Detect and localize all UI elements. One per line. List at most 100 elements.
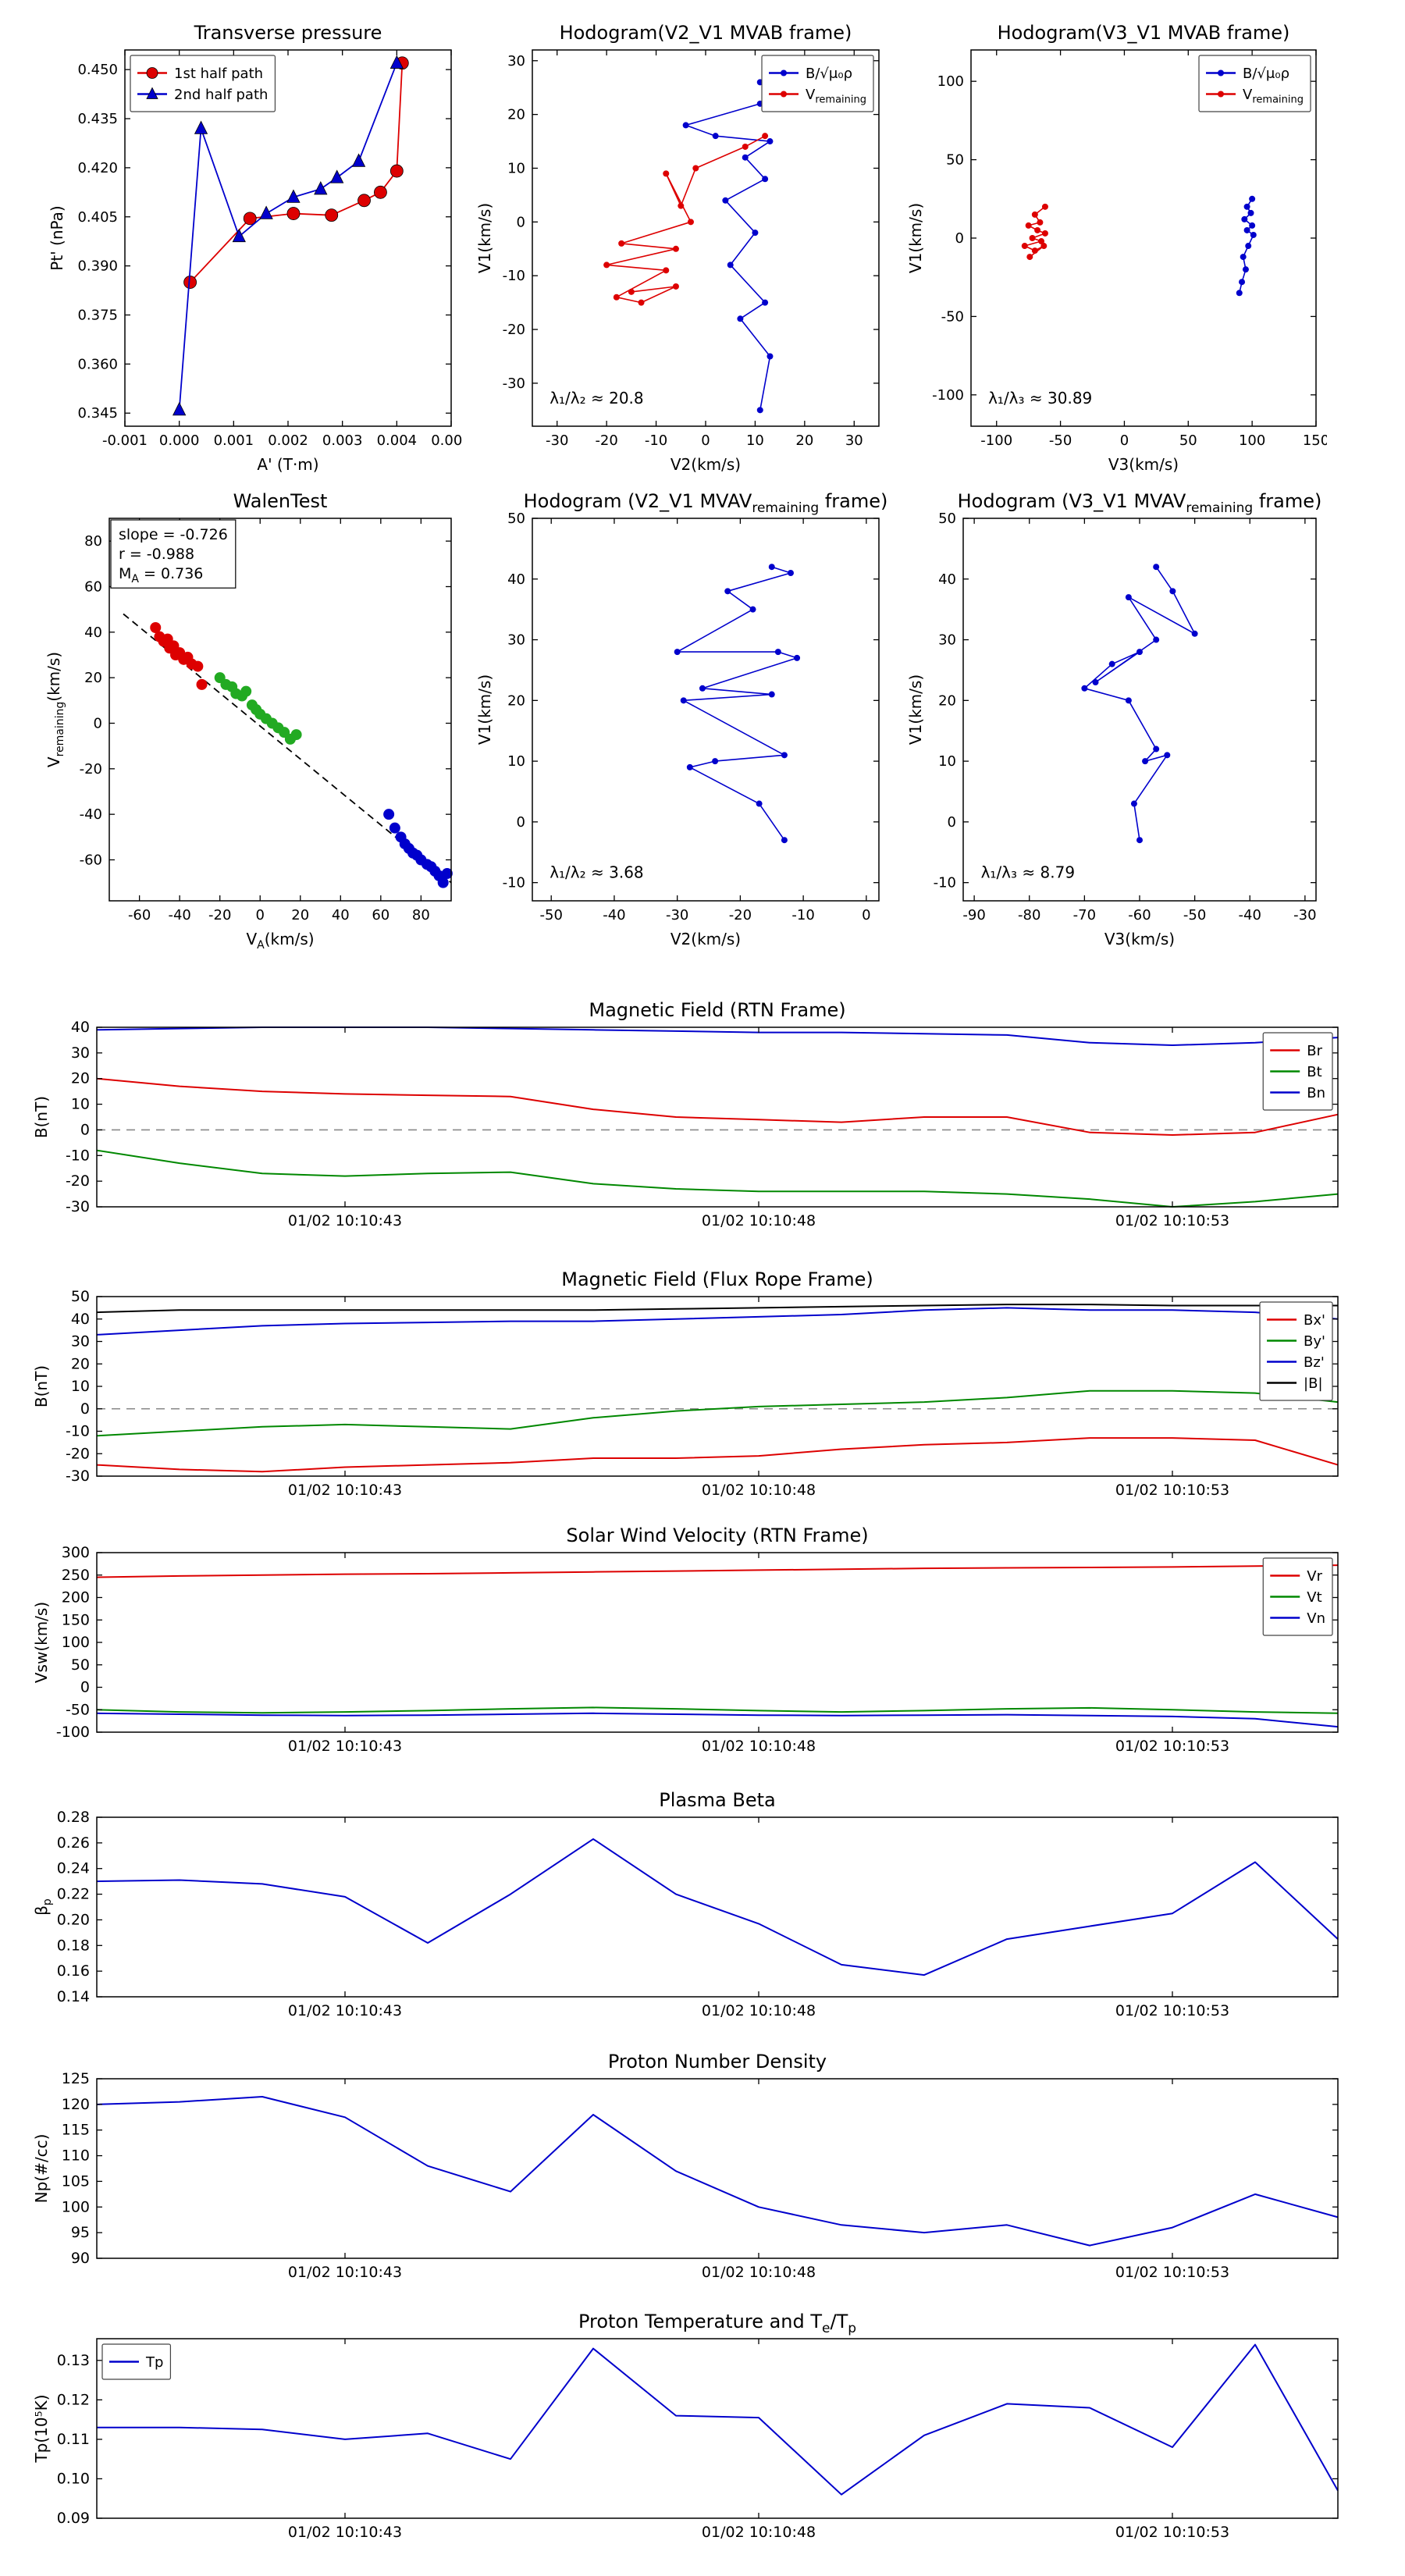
x-tick-label: 01/02 10:10:43 [288, 1738, 402, 1755]
y-tick-label: 50 [938, 511, 956, 527]
y-tick-label: 20 [84, 670, 102, 686]
x-tick-label: -70 [1073, 907, 1096, 923]
series-br [96, 1077, 1339, 1136]
y-axis-label: Np(#/cc) [32, 2134, 51, 2204]
y-tick-label: -10 [66, 1423, 90, 1440]
x-tick-label: -20 [595, 432, 617, 449]
annotation: λ₁/λ₂ ≈ 20.8 [550, 389, 643, 407]
x-tick-label: 01/02 10:10:53 [1115, 2002, 1229, 2019]
y-axis-label: B(nT) [32, 1365, 51, 1407]
y-tick-label: 60 [84, 579, 102, 596]
y-tick-label: 0.28 [57, 1809, 90, 1826]
legend-label: 1st half path [174, 66, 263, 82]
y-tick-label: -10 [503, 268, 525, 284]
y-tick-label: 0.390 [77, 258, 118, 275]
x-tick-label: -20 [729, 907, 752, 923]
chart-body: 01/02 10:10:43 01/02 10:10:48 01/02 10:10:… [32, 1268, 1339, 1499]
y-tick-label: 30 [71, 1044, 90, 1062]
y-tick-label: 0.10 [57, 2470, 90, 2487]
y-tick-label: -100 [56, 1724, 90, 1741]
chart-plasma-beta: 01/02 10:10:43 01/02 10:10:48 01/02 10:10:… [32, 1789, 1339, 2019]
x-tick-label: -50 [1049, 432, 1072, 449]
y-tick-label: 10 [71, 1378, 90, 1395]
y-tick-label: 0.420 [77, 160, 118, 176]
legend: Vr Vt Vn [1262, 1557, 1333, 1636]
chart-body: -0.001 0.000 0.001 0.002 0.003 0.004 0.005 0.34… [48, 22, 462, 474]
y-tick-label: -10 [66, 1147, 90, 1164]
x-tick-label: 0.005 [431, 432, 462, 449]
x-axis-label: VA(km/s) [246, 930, 314, 952]
y-tick-label: 200 [62, 1589, 90, 1606]
legend-label: Vr [1307, 1568, 1322, 1585]
x-tick-label: 30 [845, 432, 863, 449]
x-tick-label: 100 [1239, 432, 1265, 449]
y-tick-label: 50 [507, 511, 525, 527]
y-tick-label: 50 [71, 1288, 90, 1305]
x-tick-label: -30 [546, 432, 568, 449]
y-tick-label: 0.14 [57, 1988, 90, 2005]
series-vn [96, 1712, 1339, 1728]
x-tick-label: 0.001 [214, 432, 254, 449]
chart-title: Hodogram(V2_V1 MVAB frame) [560, 22, 852, 44]
legend-label: Bn [1307, 1085, 1325, 1101]
y-tick-label: 0 [80, 1679, 90, 1696]
y-tick-label: 0.11 [57, 2431, 90, 2448]
y-tick-label: 0 [94, 716, 102, 732]
x-axis-label: V3(km/s) [1108, 455, 1179, 474]
y-tick-label: 0 [80, 1121, 90, 1138]
legend-label: By' [1304, 1333, 1325, 1350]
series-b-field [1236, 195, 1257, 297]
chart-magnetic-field-rtn: 01/02 10:10:43 01/02 10:10:48 01/02 10:10:… [32, 999, 1339, 1229]
y-axis-label: Vremaining(km/s) [44, 652, 66, 767]
y-tick-label: 40 [71, 1311, 90, 1328]
legend-label: B/√μ₀ρ [1243, 66, 1289, 82]
x-tick-label: -50 [1183, 907, 1206, 923]
x-tick-label: 01/02 10:10:43 [288, 2264, 402, 2281]
y-tick-label: 0.375 [77, 307, 118, 323]
chart-hodogram-v2v1-mvab: -30 -20 -10 0 10 20 30 -30 -20 -10 0 10 20 30 Hodogram… [475, 22, 880, 474]
series-first-segment [150, 622, 208, 690]
x-tick-label: 40 [332, 907, 350, 923]
y-axis-label: Pt' (nPa) [48, 205, 66, 270]
y-tick-label: 0 [948, 814, 956, 831]
legend: 1st half path 2nd half path [130, 55, 276, 112]
y-tick-label: 30 [507, 53, 525, 69]
series-np [96, 2096, 1339, 2247]
y-tick-label: -60 [80, 852, 102, 869]
x-tick-label: -10 [645, 432, 667, 449]
svg-text:slope = -0.726: slope = -0.726 [119, 526, 228, 543]
y-tick-label: 100 [937, 73, 964, 90]
x-tick-label: -10 [791, 907, 814, 923]
x-tick-label: 60 [372, 907, 389, 923]
chart-body: 01/02 10:10:43 01/02 10:10:48 01/02 10:10:… [32, 2311, 1339, 2541]
legend: Bx' By' Bz' |B| [1259, 1301, 1333, 1401]
x-tick-label: 01/02 10:10:43 [288, 2524, 402, 2541]
y-tick-label: -30 [66, 1468, 90, 1485]
panel-magnetic-field-rtn: 01/02 10:10:43 01/02 10:10:48 01/02 10:10:… [31, 993, 1374, 1244]
chart-body: -100 -50 0 50 100 150 -100 -50 0 50 100 Hodogram(V3… [906, 22, 1327, 474]
legend-label: B/√μ₀ρ [806, 66, 852, 82]
y-tick-label: -30 [66, 1198, 90, 1215]
chart-body: 01/02 10:10:43 01/02 10:10:48 01/02 10:10:… [32, 1789, 1339, 2019]
y-axis-label: Tp(10⁵K) [32, 2394, 51, 2463]
panel-transverse-pressure: -0.001 0.000 0.001 0.002 0.003 0.004 0.005 0.34… [44, 12, 462, 489]
x-tick-label: 0.000 [159, 432, 200, 449]
y-tick-label: 125 [62, 2070, 90, 2087]
y-tick-label: 20 [938, 692, 956, 709]
y-tick-label: -20 [66, 1172, 90, 1190]
x-tick-label: 01/02 10:10:53 [1115, 2264, 1229, 2281]
x-tick-label: 0 [1120, 432, 1129, 449]
y-tick-label: 0.360 [77, 356, 118, 372]
y-tick-label: 0.450 [77, 62, 118, 78]
y-tick-label: 250 [62, 1567, 90, 1584]
y-axis-label: V1(km/s) [906, 674, 925, 745]
y-tick-label: -50 [941, 308, 964, 325]
y-tick-label: 95 [71, 2224, 90, 2241]
y-tick-label: 0 [955, 230, 964, 247]
series-plasma-beta [96, 1838, 1339, 1976]
y-tick-label: -30 [503, 375, 525, 392]
x-tick-label: 01/02 10:10:43 [288, 2002, 402, 2019]
series-bx- [96, 1437, 1339, 1473]
